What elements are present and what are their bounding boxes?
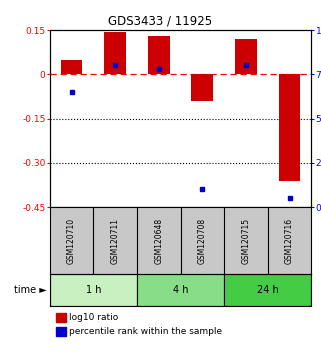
Bar [50,274,137,306]
Bar [191,74,213,101]
Text: GSM120711: GSM120711 [111,218,120,264]
Text: log10 ratio: log10 ratio [69,313,118,322]
Text: GDS3433 / 11925: GDS3433 / 11925 [108,14,213,27]
Text: 4 h: 4 h [173,285,188,295]
Bar [235,39,257,74]
Bar [148,36,170,74]
Bar [224,274,311,306]
Text: GSM120710: GSM120710 [67,218,76,264]
Bar [137,274,224,306]
Text: GSM120716: GSM120716 [285,218,294,264]
Bar [61,59,82,74]
Bar [279,74,300,181]
Text: 24 h: 24 h [257,285,279,295]
Bar [104,32,126,74]
Text: time ►: time ► [14,285,47,295]
Text: 1 h: 1 h [86,285,101,295]
Text: GSM120708: GSM120708 [198,218,207,264]
Text: GSM120648: GSM120648 [154,218,163,264]
Text: percentile rank within the sample: percentile rank within the sample [69,327,222,336]
Text: GSM120715: GSM120715 [241,218,250,264]
